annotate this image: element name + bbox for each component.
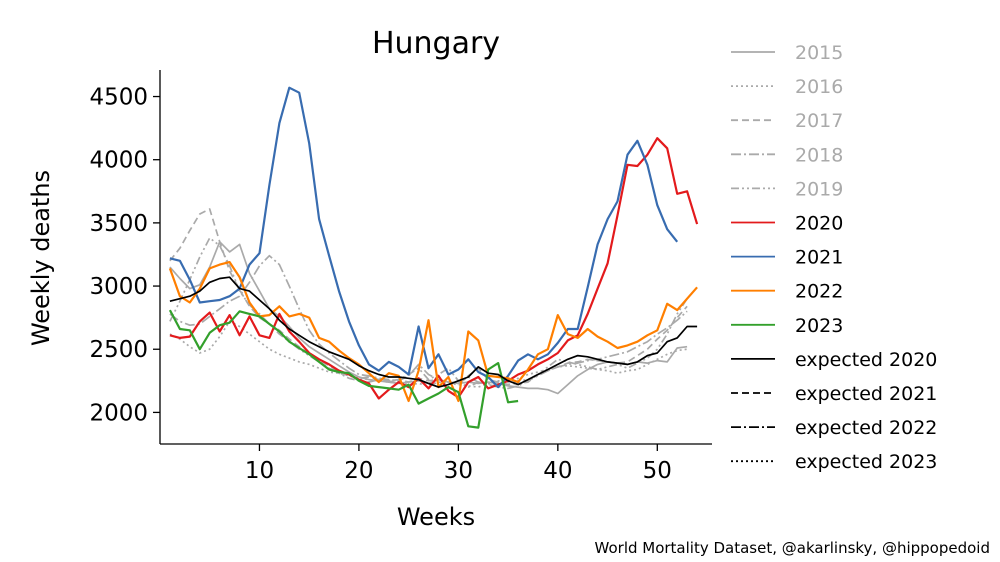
y-tick-label: 4500 [89,85,148,111]
legend-label-2016: 2016 [795,76,843,98]
legend-label-2023: 2023 [795,315,843,337]
series-line-2023 [168,309,519,429]
y-tick-label: 4000 [89,148,148,174]
x-axis-label: Weeks [397,503,475,531]
legend-label-2018: 2018 [795,144,843,166]
legend: 2015 2016 2017 2018 2019 2020 2021 2022 2023 expe… [731,42,937,473]
y-tick-label: 3000 [89,274,148,300]
x-tick-label: 10 [245,458,274,484]
legend-label-2017: 2017 [795,110,843,132]
y-tick-label: 3500 [89,211,148,237]
legend-label-expected-2020: expected 2020 [795,349,937,371]
y-axis-label: Weekly deaths [27,170,55,346]
plot-area [168,86,699,429]
legend-label-expected-2022: expected 2022 [795,417,937,439]
legend-label-expected-2023: expected 2023 [795,451,937,473]
y-axis: 2000 2500 3000 3500 4000 4500 [89,70,161,444]
x-axis: 10 20 30 40 50 [160,443,712,484]
series-line-expected-2020 [169,276,698,388]
legend-label-expected-2021: expected 2021 [795,383,937,405]
series-line-2015 [169,240,688,395]
y-tick-label: 2000 [89,400,148,426]
series-line-2018 [169,254,688,390]
series-line-2016 [169,320,688,388]
legend-label-2020: 2020 [795,213,843,235]
x-tick-label: 50 [643,458,672,484]
chart-title: Hungary [372,26,500,61]
legend-label-2019: 2019 [795,178,843,200]
credit-text: World Mortality Dataset, @akarlinsky, @h… [594,539,990,557]
x-tick-label: 30 [444,458,473,484]
series-line-2020 [169,137,699,400]
series-line-2022 [168,261,698,403]
y-tick-label: 2500 [89,337,148,363]
x-tick-label: 40 [543,458,572,484]
legend-label-2015: 2015 [795,42,843,64]
legend-label-2022: 2022 [795,281,843,303]
legend-label-2021: 2021 [795,247,843,269]
x-tick-label: 20 [344,458,373,484]
